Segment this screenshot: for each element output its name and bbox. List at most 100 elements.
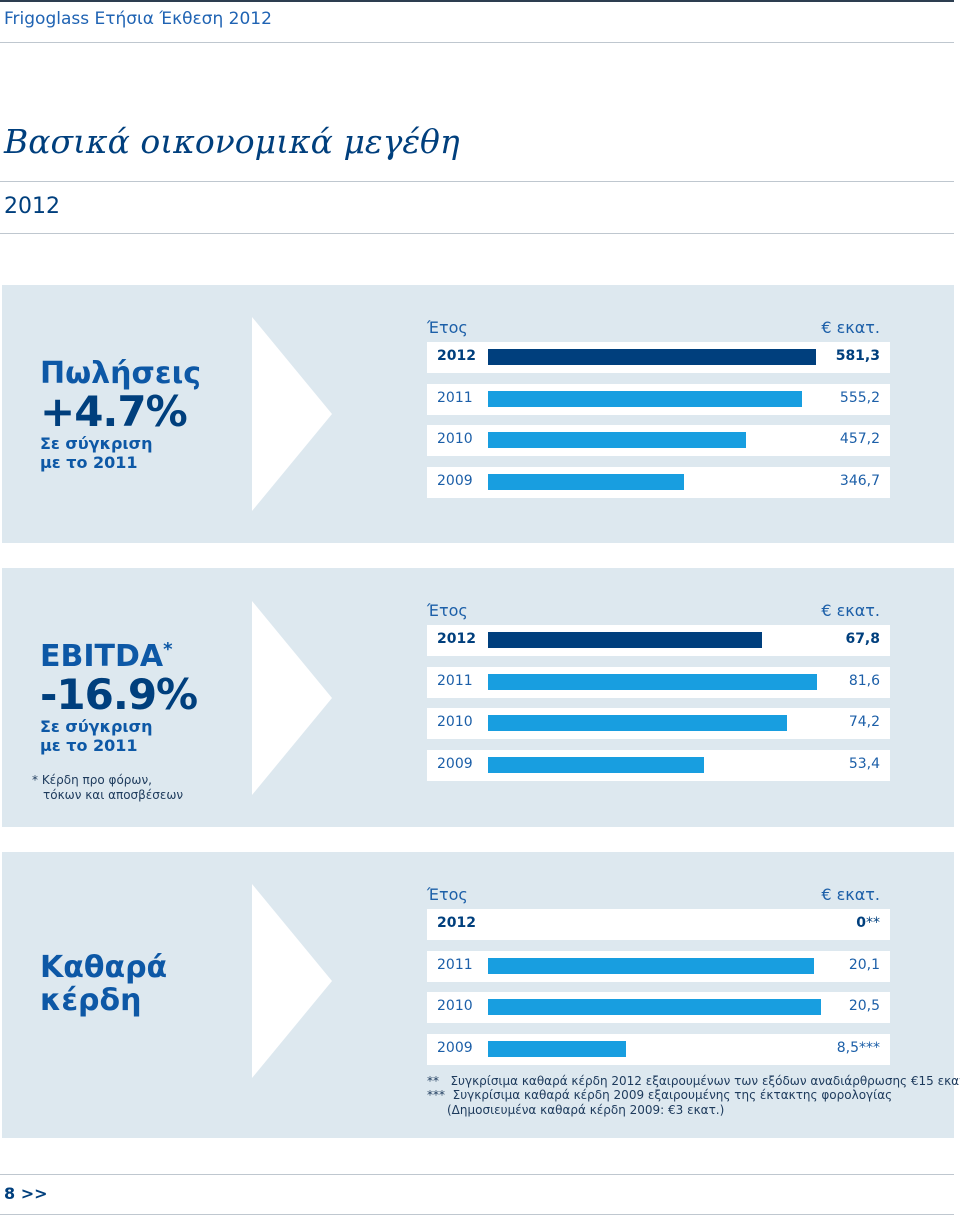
footer-divider bbox=[0, 1174, 954, 1175]
data-label: 457,2 bbox=[840, 431, 880, 447]
ebitda-bar-chart: Έτος € εκατ. 2012 67,8 2011 81,6 2010 74,2 2009 5… bbox=[427, 601, 890, 781]
bar-row: 2012 0** bbox=[427, 909, 890, 940]
tick-label-year: 2011 bbox=[437, 390, 473, 406]
bar-row: 2012 67,8 bbox=[427, 625, 890, 656]
data-label: 346,7 bbox=[840, 473, 880, 489]
bar-2010 bbox=[488, 432, 747, 448]
note-line2: τόκων και αποσβέσεων bbox=[43, 788, 184, 802]
chart-header: Έτος € εκατ. bbox=[427, 601, 890, 621]
header-divider bbox=[0, 42, 954, 43]
footnote-triple-star-cont: (Δημοσιευμένα καθαρά κέρδη 2009: €3 εκατ… bbox=[447, 1102, 725, 1117]
kpi-comparison-line2: με το 2011 bbox=[40, 453, 138, 473]
data-label-value: 0 bbox=[856, 915, 866, 931]
bar-row: 2009 53,4 bbox=[427, 750, 890, 781]
kpi-change: +4.7% bbox=[40, 387, 188, 436]
data-label: 0** bbox=[856, 915, 880, 931]
report-header-title: Frigoglass Ετήσια Έκθεση 2012 bbox=[4, 9, 272, 29]
bar-row: 2012 581,3 bbox=[427, 342, 890, 373]
bar-row: 2010 74,2 bbox=[427, 708, 890, 739]
chart-header: Έτος € εκατ. bbox=[427, 885, 890, 905]
tick-label-year: 2009 bbox=[437, 756, 473, 772]
top-border bbox=[0, 0, 954, 2]
tick-label-year: 2012 bbox=[437, 631, 476, 647]
arrow-icon bbox=[252, 601, 332, 795]
arrow-icon bbox=[252, 884, 332, 1078]
bar-row: 2009 346,7 bbox=[427, 467, 890, 498]
kpi-name-line1: Καθαρά bbox=[40, 950, 168, 985]
chart-header: Έτος € εκατ. bbox=[427, 318, 890, 338]
column-header-unit: € εκατ. bbox=[821, 318, 880, 337]
bar-2009 bbox=[488, 757, 704, 773]
kpi-change: -16.9% bbox=[40, 670, 198, 719]
footnote-triple-star: *** Συγκρίσιμα καθαρά κέρδη 2009 εξαιρου… bbox=[427, 1088, 893, 1103]
footnote-double-star: ** Συγκρίσιμα καθαρά κέρδη 2012 εξαιρουμ… bbox=[427, 1074, 960, 1088]
year-divider bbox=[0, 233, 954, 234]
column-header-year: Έτος bbox=[427, 318, 468, 337]
data-label-value: 74,2 bbox=[848, 714, 880, 730]
column-header-year: Έτος bbox=[427, 601, 468, 620]
data-label: 20,1 bbox=[849, 957, 880, 973]
tick-label-year: 2010 bbox=[437, 998, 473, 1014]
data-label: 53,4 bbox=[849, 756, 880, 772]
page-title: Βασικά οικονομικά μεγέθη bbox=[4, 122, 460, 161]
kpi-name: Πωλήσεις bbox=[40, 356, 202, 391]
tick-label-year: 2012 bbox=[437, 348, 476, 364]
net-profit-kpi: Καθαρά κέρδη bbox=[40, 951, 167, 1017]
tick-label-year: 2010 bbox=[437, 714, 473, 730]
bar-2012 bbox=[488, 632, 762, 648]
report-year: 2012 bbox=[4, 194, 60, 219]
kpi-comparison-line1: Σε σύγκριση bbox=[40, 434, 153, 454]
data-label: 20,5 bbox=[849, 998, 880, 1014]
kpi-name-line2: κέρδη bbox=[40, 983, 142, 1018]
column-header-unit: € εκατ. bbox=[821, 601, 880, 620]
page-number[interactable]: 8 >> bbox=[4, 1184, 48, 1203]
note-line1: * Κέρδη προ φόρων, bbox=[32, 773, 152, 787]
tick-label-year: 2011 bbox=[437, 957, 473, 973]
bar-2010 bbox=[488, 999, 821, 1015]
footer-bottom-divider bbox=[0, 1214, 954, 1215]
data-label: 81,6 bbox=[849, 673, 880, 689]
bar-row: 2011 81,6 bbox=[427, 667, 890, 698]
data-label-value: 346,7 bbox=[839, 473, 880, 489]
data-label-value: 555,2 bbox=[839, 390, 880, 406]
ebitda-definition-note: * Κέρδη προ φόρων, τόκων και αποσβέσεων bbox=[32, 773, 183, 803]
bar-2009 bbox=[488, 474, 684, 490]
bar-row: 2010 457,2 bbox=[427, 425, 890, 456]
bar-2011 bbox=[488, 958, 815, 974]
bar-2009 bbox=[488, 1041, 626, 1057]
data-label-value: 581,3 bbox=[835, 348, 880, 364]
data-label-footnote-marker: *** bbox=[859, 1040, 880, 1056]
arrow-icon bbox=[252, 317, 332, 511]
data-label-value: 81,6 bbox=[848, 673, 880, 689]
sales-bar-chart: Έτος € εκατ. 2012 581,3 2011 555,2 2010 457,2 20… bbox=[427, 318, 890, 498]
tick-label-year: 2010 bbox=[437, 431, 473, 447]
page-number-value: 8 bbox=[4, 1184, 16, 1203]
data-label-value: 20,5 bbox=[848, 998, 880, 1014]
sales-kpi: Πωλήσεις +4.7% Σε σύγκριση με το 2011 bbox=[40, 357, 201, 472]
data-label: 581,3 bbox=[836, 348, 880, 364]
kpi-name-marker: * bbox=[163, 639, 173, 660]
kpi-comparison-line1: Σε σύγκριση bbox=[40, 717, 153, 737]
kpi-name: EBITDA bbox=[40, 639, 164, 674]
tick-label-year: 2009 bbox=[437, 473, 473, 489]
next-page-link[interactable]: >> bbox=[20, 1184, 48, 1203]
data-label-value: 53,4 bbox=[848, 756, 880, 772]
bar-row: 2011 555,2 bbox=[427, 384, 890, 415]
net-profit-footnotes: ** Συγκρίσιμα καθαρά κέρδη 2012 εξαιρουμ… bbox=[427, 1074, 960, 1117]
data-label: 74,2 bbox=[849, 714, 880, 730]
title-divider bbox=[0, 181, 954, 182]
ebitda-kpi: EBITDA* -16.9% Σε σύγκριση με το 2011 bbox=[40, 639, 198, 756]
bar-row: 2009 8,5*** bbox=[427, 1034, 890, 1065]
data-label-value: 457,2 bbox=[839, 431, 880, 447]
kpi-comparison-line2: με το 2011 bbox=[40, 736, 138, 756]
bar-2011 bbox=[488, 674, 818, 690]
data-label: 555,2 bbox=[840, 390, 880, 406]
data-label-footnote-marker: ** bbox=[866, 915, 880, 931]
tick-label-year: 2011 bbox=[437, 673, 473, 689]
bar-row: 2010 20,5 bbox=[427, 992, 890, 1023]
bar-2012 bbox=[488, 349, 817, 365]
bar-row: 2011 20,1 bbox=[427, 951, 890, 982]
tick-label-year: 2012 bbox=[437, 915, 476, 931]
data-label-value: 20,1 bbox=[848, 957, 880, 973]
column-header-unit: € εκατ. bbox=[821, 885, 880, 904]
